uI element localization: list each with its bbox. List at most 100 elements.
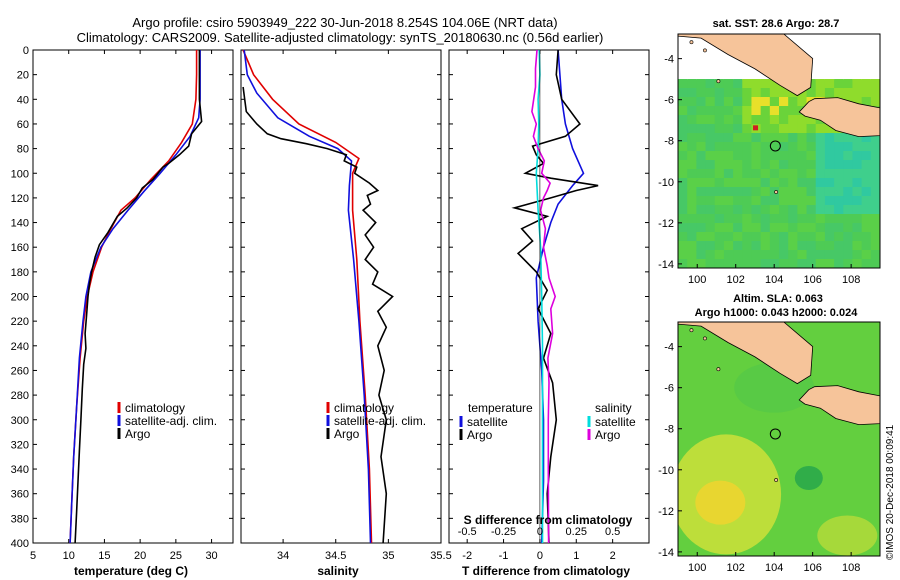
- x-tick-label: 1: [573, 550, 579, 562]
- sst-cell: [696, 133, 707, 143]
- sst-cell: [843, 133, 853, 143]
- x-tick-label: -2: [462, 550, 472, 562]
- sst-cell: [742, 259, 752, 268]
- sst-map-title: sat. SST: 28.6 Argo: 28.7: [713, 18, 840, 30]
- sst-cell: [678, 232, 688, 242]
- y-tick-label: -8: [664, 424, 674, 436]
- sst-cell: [834, 160, 844, 170]
- sst-cell: [815, 124, 826, 134]
- sst-cell: [760, 241, 771, 251]
- series-satellite-adj-clim-: [69, 50, 201, 544]
- difference-top-xlabel: S difference from climatology: [464, 513, 633, 527]
- sst-cell: [687, 223, 697, 233]
- sst-cell: [806, 241, 817, 251]
- sst-cell: [733, 178, 743, 188]
- sst-cell: [696, 205, 707, 215]
- legend-label: climatology: [125, 401, 185, 415]
- sst-cell: [834, 88, 844, 98]
- sst-cell: [751, 97, 762, 107]
- sst-cell: [815, 214, 826, 224]
- y-tick-label: -4: [664, 54, 674, 66]
- sst-cell: [723, 142, 734, 152]
- sst-cell: [815, 232, 826, 242]
- sst-cell: [687, 79, 697, 89]
- sla-low-blob: [794, 466, 823, 490]
- sst-cell: [788, 160, 798, 170]
- sst-cell: [742, 232, 752, 242]
- x-tick-label: 34.5: [325, 550, 346, 562]
- sst-cell: [751, 88, 762, 98]
- sst-cell: [797, 214, 808, 224]
- sst-cell: [797, 115, 808, 125]
- sst-cell: [870, 196, 880, 206]
- y-tick-label: 180: [11, 267, 29, 279]
- sst-cell: [696, 52, 707, 62]
- sst-cell: [705, 160, 716, 170]
- sst-cell: [760, 79, 771, 89]
- y-tick-label: 360: [11, 489, 29, 501]
- sst-cell: [852, 232, 863, 242]
- x-tick-label: 102: [727, 274, 745, 286]
- sst-cell: [788, 97, 798, 107]
- sst-cell: [834, 169, 844, 179]
- sst-cell: [779, 241, 789, 251]
- y-tick-label: 20: [17, 70, 29, 82]
- sst-cell: [678, 106, 688, 116]
- sst-cell: [723, 115, 734, 125]
- sst-cell: [843, 142, 853, 152]
- sst-cell: [834, 241, 844, 251]
- map-frame: [677, 321, 881, 557]
- sst-cell: [861, 61, 872, 71]
- sst-cell: [861, 34, 872, 44]
- sst-cell: [815, 88, 826, 98]
- sst-cell: [806, 151, 817, 161]
- sst-cell: [687, 259, 697, 268]
- sst-cell: [852, 142, 863, 152]
- sst-cell: [779, 214, 789, 224]
- sst-cell: [687, 241, 697, 251]
- sst-cell: [742, 106, 752, 116]
- sst-cell: [806, 250, 817, 260]
- sst-cell: [815, 61, 826, 71]
- sst-cell: [696, 214, 707, 224]
- sst-cell: [742, 79, 752, 89]
- sst-cell: [723, 250, 734, 260]
- sst-cell: [824, 250, 835, 260]
- sst-cell: [705, 43, 716, 53]
- y-tick-label: 400: [11, 538, 29, 550]
- sst-cell: [723, 79, 734, 89]
- sst-cell: [696, 169, 707, 179]
- sst-cell: [824, 88, 835, 98]
- legend-title: temperature: [468, 401, 533, 415]
- difference-xlabel: T difference from climatology: [462, 564, 630, 578]
- sst-cell: [733, 106, 743, 116]
- sst-cell: [723, 133, 734, 143]
- sst-cell: [696, 151, 707, 161]
- sst-cell: [742, 178, 752, 188]
- sst-cell: [779, 205, 789, 215]
- sla-peak-blob: [695, 480, 746, 525]
- sst-cell: [806, 142, 817, 152]
- sst-cell: [797, 160, 808, 170]
- sst-cell: [714, 178, 725, 188]
- sst-cell: [861, 52, 872, 62]
- island: [689, 40, 694, 45]
- sla-map-title-1: Altim. SLA: 0.063: [733, 293, 823, 305]
- sst-cell: [705, 142, 716, 152]
- sst-cell: [687, 43, 697, 53]
- sst-cell: [714, 70, 725, 80]
- sst-cell: [733, 232, 743, 242]
- sst-cell: [723, 223, 734, 233]
- map-field: [678, 322, 880, 556]
- sst-cell: [742, 115, 752, 125]
- sst-cell: [806, 115, 817, 125]
- sst-cell: [797, 169, 808, 179]
- sst-cell: [806, 43, 817, 53]
- sst-cell: [861, 133, 872, 143]
- sst-cell: [687, 196, 697, 206]
- sst-cell: [779, 250, 789, 260]
- island: [716, 367, 721, 372]
- sst-cell: [824, 151, 835, 161]
- sst-cell: [852, 178, 863, 188]
- y-tick-label: 40: [17, 94, 29, 106]
